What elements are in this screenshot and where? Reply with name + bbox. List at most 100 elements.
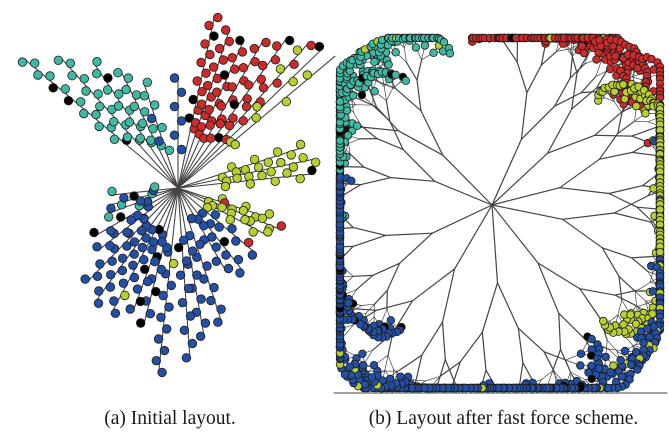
tree-node [209,282,219,293]
tree-node [237,47,248,57]
tree-node [93,89,103,99]
tree-edge [491,204,564,220]
tree-edge [647,121,657,126]
tree-edge [517,327,524,364]
tree-node [91,68,102,79]
tree-edge [481,282,499,333]
tree-edge [441,268,456,323]
tree-node [212,87,222,97]
tree-node [270,176,280,187]
tree-edge [547,134,596,154]
tree-node [151,286,161,297]
tree-node [192,270,202,280]
tree-node [360,380,369,389]
tree-node [149,100,160,110]
tree-node [105,270,116,280]
tree-node [199,220,209,231]
tree-edge [143,82,179,189]
tree-node [641,109,650,118]
tree-node [219,236,230,247]
tree-node [179,325,190,336]
tree-edge [613,212,652,223]
tree-edge [491,204,539,264]
tree-node [214,222,224,232]
tree-node [401,76,410,85]
tree-node [252,102,262,112]
tree-edge [601,247,620,277]
tree-node [340,370,350,379]
tree-edge [403,47,407,63]
tree-node [595,35,604,45]
tree-node [132,284,143,294]
tree-node [358,349,367,358]
tree-node [213,12,223,23]
tree-node [195,331,206,342]
tree-node [181,353,192,363]
tree-node [67,70,77,81]
tree-edge [594,134,633,137]
tree-node [208,62,219,72]
tree-edge [617,112,623,134]
tree-edge [631,255,654,259]
tree-node [286,150,296,160]
tree-edge [352,234,387,247]
tree-edge [177,40,264,189]
tree-node [295,173,305,184]
tree-edge [352,308,378,311]
tree-node [289,59,299,70]
tree-node [263,157,274,168]
tree-node [148,237,159,247]
tree-node [216,101,227,111]
tree-node [335,136,345,145]
tree-node [196,99,207,109]
tree-node [33,70,43,80]
tree-edge [596,67,609,89]
tree-edge [594,110,624,136]
tree-node [149,182,160,192]
tree-node [108,117,119,127]
tree-edge [554,77,571,107]
tree-edge [636,206,655,224]
tree-edge [431,204,493,234]
tree-node [288,76,298,87]
tree-edge [569,63,586,79]
tree-edge [631,76,642,80]
tree-node [48,83,58,93]
tree-edge [381,308,388,322]
tree-node [579,48,589,58]
tree-node [120,290,130,301]
tree-edge [360,177,392,186]
tree-node [94,121,104,132]
tree-node [148,123,158,134]
tree-node [95,101,105,112]
tree-node [102,85,113,95]
tree-node [183,283,194,294]
tree-edge [570,371,586,380]
tree-edge [617,120,636,134]
tree-node [60,84,71,94]
tree-edge [631,151,656,156]
tree-node [592,55,601,64]
tree-node [139,107,150,117]
tree-node [129,101,140,112]
tree-edge [558,312,562,350]
tree-edge [649,272,653,283]
tree-edge [389,120,404,150]
tree-edge [177,187,244,272]
tree-node [257,213,268,224]
tree-node [359,361,368,370]
tree-node [105,240,115,251]
tree-node [232,173,242,184]
tree-node [261,37,271,48]
tree-node [199,274,209,284]
tree-node [616,355,625,365]
tree-edge [352,227,387,236]
tree-edge [348,138,360,144]
tree-node [178,235,189,246]
tree-node [107,256,117,266]
tree-node [93,298,104,309]
tree-node [151,356,162,366]
tree-node [264,209,275,219]
tree-node [655,247,665,257]
tree-edge [537,262,581,290]
